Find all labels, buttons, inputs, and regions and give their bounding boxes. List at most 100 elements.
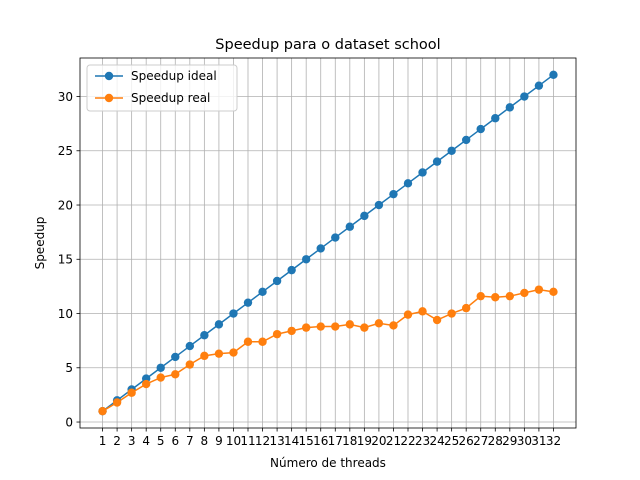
data-point: [389, 321, 398, 330]
data-point: [549, 287, 558, 297]
x-tick-label: 19: [357, 434, 372, 448]
data-point: [272, 329, 282, 339]
x-tick-label: 32: [546, 434, 561, 448]
x-tick-label: 16: [313, 434, 328, 448]
data-point: [389, 189, 398, 199]
data-point: [432, 157, 442, 166]
data-point: [258, 337, 267, 346]
data-point: [491, 114, 500, 123]
x-tick-label: 8: [201, 434, 209, 448]
data-point: [243, 298, 253, 307]
x-tick-label: 14: [284, 434, 299, 448]
x-axis-label: Número de threads: [270, 456, 386, 470]
data-point: [476, 291, 485, 301]
x-tick-label: 5: [157, 434, 165, 448]
x-tick-label: 21: [386, 434, 401, 448]
legend-label-real: Speedup real: [131, 91, 210, 105]
data-point: [534, 285, 544, 294]
x-tick-label: 31: [531, 434, 546, 448]
x-tick-label: 25: [444, 434, 459, 448]
legend-marker-real: [104, 93, 114, 103]
data-point: [185, 360, 195, 369]
data-point: [360, 211, 369, 221]
x-tick-label: 22: [400, 434, 415, 448]
data-point: [112, 398, 122, 407]
data-point: [287, 326, 296, 336]
data-point: [272, 276, 282, 286]
data-point: [403, 310, 413, 319]
x-tick-label: 17: [328, 434, 343, 448]
data-point: [447, 309, 456, 318]
y-tick-label: 15: [58, 253, 73, 267]
y-tick-label: 25: [58, 144, 73, 158]
data-point: [171, 352, 180, 362]
data-point: [374, 200, 384, 210]
data-point: [447, 146, 456, 155]
plot-frame: [79, 57, 577, 429]
data-point: [156, 373, 165, 382]
data-point: [403, 179, 413, 188]
y-tick-label: 5: [65, 361, 73, 375]
chart-title: Speedup para o dataset school: [215, 37, 440, 53]
x-tick-label: 28: [488, 434, 503, 448]
x-tick-label: 6: [171, 434, 179, 448]
data-point: [331, 322, 340, 331]
x-tick-label: 13: [269, 434, 284, 448]
x-tick-label: 4: [142, 434, 150, 448]
data-point: [534, 81, 544, 90]
data-point: [214, 320, 224, 329]
y-tick-label: 0: [65, 415, 73, 429]
data-point: [301, 323, 311, 332]
data-point: [549, 70, 558, 80]
grid: [80, 58, 576, 428]
x-tick-label: 18: [342, 434, 357, 448]
data-point: [374, 319, 384, 328]
data-point: [476, 124, 485, 134]
legend-label-ideal: Speedup ideal: [131, 69, 217, 83]
y-tick-label: 30: [58, 90, 73, 104]
data-point: [301, 255, 311, 264]
series-real: [98, 285, 558, 416]
y-tick-label: 20: [58, 198, 73, 212]
x-tick-label: 2: [113, 434, 121, 448]
data-point: [345, 320, 355, 329]
x-tick-label: 7: [186, 434, 194, 448]
x-tick-label: 27: [473, 434, 488, 448]
data-point: [200, 331, 209, 340]
data-point: [98, 406, 107, 416]
x-tick-label: 30: [517, 434, 532, 448]
x-tick-label: 12: [255, 434, 270, 448]
data-point: [491, 293, 500, 302]
data-point: [345, 222, 355, 231]
data-point: [258, 287, 267, 297]
data-point: [360, 323, 369, 332]
data-point: [287, 265, 296, 275]
data-point: [156, 363, 165, 372]
data-point: [461, 303, 471, 313]
x-tick-label: 3: [128, 434, 136, 448]
data-point: [229, 348, 238, 357]
data-point: [520, 288, 529, 298]
data-point: [171, 370, 180, 379]
data-point: [316, 322, 325, 331]
legend: Speedup ideal Speedup real: [86, 64, 238, 112]
x-tick-label: 9: [215, 434, 223, 448]
x-tick-label: 20: [371, 434, 386, 448]
x-tick-label: 23: [415, 434, 430, 448]
data-point: [200, 351, 209, 361]
data-point: [185, 341, 195, 351]
y-axis-label: Speedup: [33, 217, 47, 270]
legend-marker-ideal: [104, 71, 114, 81]
data-point: [418, 168, 427, 177]
x-tick-label: 1: [99, 434, 107, 448]
x-tick-label: 10: [226, 434, 241, 448]
data-point: [331, 233, 340, 242]
x-tick-label: 11: [240, 434, 255, 448]
x-tick-label: 15: [299, 434, 314, 448]
data-point: [316, 244, 325, 253]
data-point: [432, 315, 442, 325]
data-point: [418, 307, 427, 316]
x-tick-label: 29: [502, 434, 517, 448]
x-tick-label: 24: [429, 434, 444, 448]
